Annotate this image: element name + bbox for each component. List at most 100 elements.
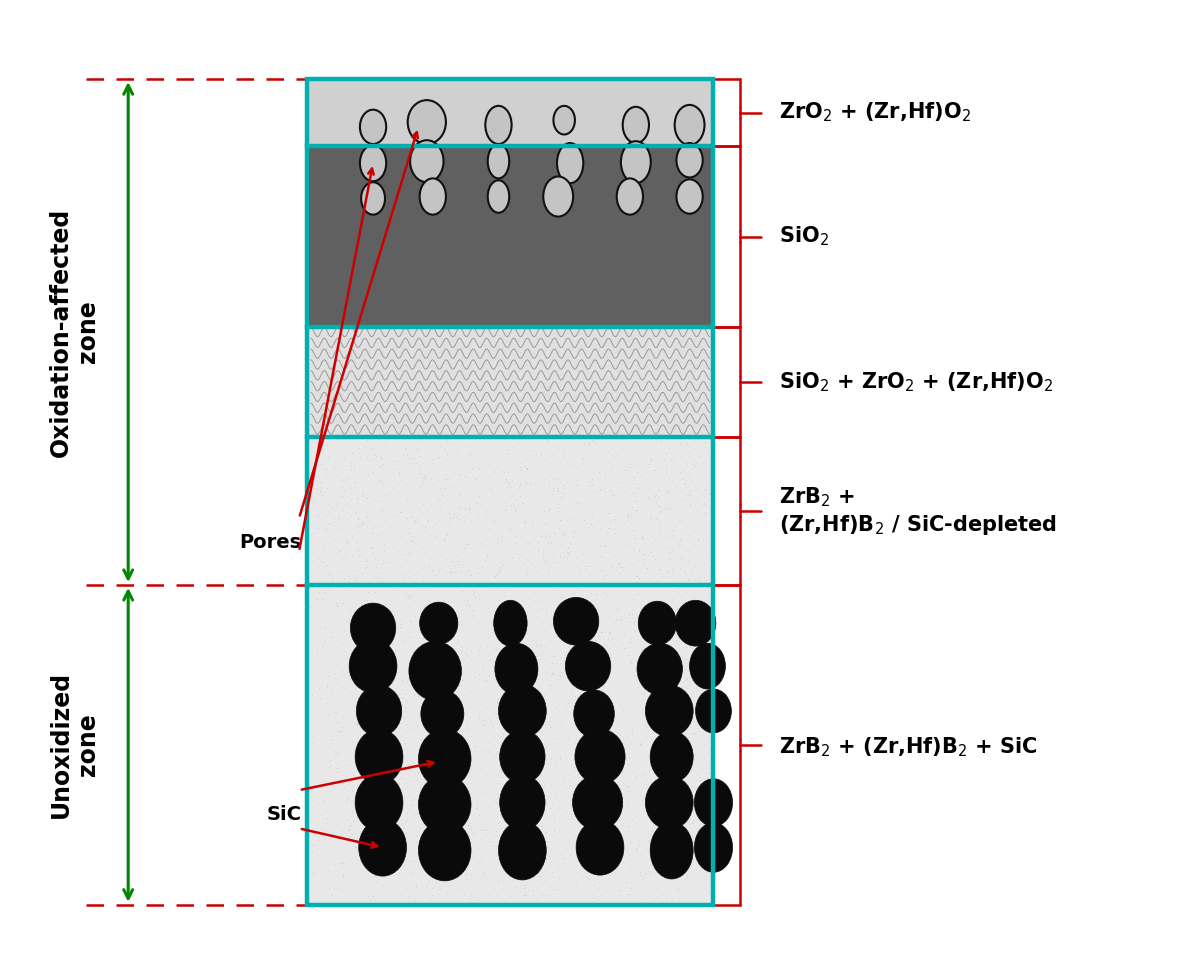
Point bbox=[542, 882, 562, 898]
Point bbox=[377, 793, 396, 808]
Point bbox=[530, 869, 550, 884]
Point bbox=[446, 564, 466, 580]
Point bbox=[410, 447, 430, 463]
Point bbox=[649, 728, 668, 743]
Point bbox=[400, 524, 419, 540]
Point bbox=[396, 535, 415, 550]
Point bbox=[696, 869, 715, 884]
Point bbox=[553, 675, 572, 690]
Point bbox=[551, 433, 570, 448]
Point bbox=[517, 789, 536, 804]
Point bbox=[610, 662, 629, 678]
Point bbox=[390, 776, 409, 791]
Point bbox=[380, 758, 400, 774]
Point bbox=[587, 540, 606, 556]
Ellipse shape bbox=[409, 641, 462, 701]
Point bbox=[422, 880, 442, 896]
Point bbox=[538, 515, 557, 530]
Point bbox=[593, 701, 612, 716]
Point bbox=[670, 714, 689, 730]
Point bbox=[550, 716, 569, 732]
Point bbox=[647, 684, 666, 700]
Point bbox=[370, 541, 389, 557]
Point bbox=[582, 516, 601, 532]
Point bbox=[528, 535, 547, 550]
Point bbox=[589, 875, 608, 890]
Point bbox=[331, 489, 350, 504]
Point bbox=[334, 827, 353, 842]
Point bbox=[449, 512, 468, 527]
Point bbox=[566, 768, 586, 783]
Point bbox=[608, 544, 628, 560]
Point bbox=[689, 531, 708, 546]
Point bbox=[392, 789, 412, 804]
Point bbox=[655, 487, 674, 502]
Point bbox=[329, 599, 348, 614]
Point bbox=[558, 833, 577, 849]
Point bbox=[677, 437, 696, 452]
Point bbox=[341, 671, 360, 686]
Point bbox=[355, 561, 374, 576]
Point bbox=[554, 486, 574, 501]
Point bbox=[582, 478, 601, 493]
Point bbox=[520, 743, 539, 758]
Point bbox=[460, 724, 479, 739]
Point bbox=[652, 479, 671, 494]
Point bbox=[485, 641, 504, 657]
Point bbox=[312, 484, 331, 499]
Point bbox=[329, 880, 348, 896]
Point bbox=[365, 878, 384, 894]
Point bbox=[307, 889, 326, 904]
Point bbox=[493, 791, 512, 806]
Point bbox=[346, 679, 365, 694]
Ellipse shape bbox=[646, 776, 694, 829]
Point bbox=[674, 724, 694, 739]
Point bbox=[532, 778, 551, 793]
Point bbox=[426, 875, 445, 890]
Point bbox=[535, 653, 554, 668]
Point bbox=[641, 490, 660, 505]
Point bbox=[359, 756, 378, 771]
Point bbox=[559, 731, 578, 746]
Point bbox=[523, 514, 542, 529]
Point bbox=[352, 713, 371, 729]
Point bbox=[510, 692, 529, 708]
Point bbox=[468, 525, 487, 540]
Ellipse shape bbox=[677, 143, 703, 178]
Point bbox=[360, 582, 379, 597]
Point bbox=[359, 585, 378, 600]
Point bbox=[606, 563, 625, 578]
Point bbox=[466, 728, 485, 743]
Point bbox=[312, 876, 331, 891]
Point bbox=[455, 468, 474, 484]
Point bbox=[385, 642, 404, 658]
Point bbox=[469, 807, 488, 823]
Point bbox=[326, 573, 346, 588]
Point bbox=[431, 847, 450, 862]
Point bbox=[697, 765, 716, 780]
Point bbox=[319, 880, 338, 896]
Point bbox=[684, 653, 703, 668]
Point bbox=[413, 469, 432, 485]
Point bbox=[649, 769, 668, 784]
Point bbox=[522, 497, 541, 513]
Point bbox=[568, 601, 587, 616]
Point bbox=[305, 721, 324, 736]
Point bbox=[470, 537, 490, 552]
Point bbox=[580, 655, 599, 670]
Point bbox=[392, 827, 412, 842]
Point bbox=[349, 511, 368, 526]
Point bbox=[666, 599, 685, 614]
Point bbox=[312, 814, 331, 829]
Point bbox=[311, 690, 330, 706]
Point bbox=[527, 524, 546, 540]
Ellipse shape bbox=[360, 109, 386, 144]
Point bbox=[659, 597, 678, 612]
Point bbox=[691, 661, 710, 677]
Point bbox=[360, 476, 379, 492]
Point bbox=[576, 724, 595, 739]
Point bbox=[576, 450, 595, 466]
Point bbox=[389, 543, 408, 559]
Point bbox=[551, 548, 570, 564]
Point bbox=[580, 436, 599, 451]
